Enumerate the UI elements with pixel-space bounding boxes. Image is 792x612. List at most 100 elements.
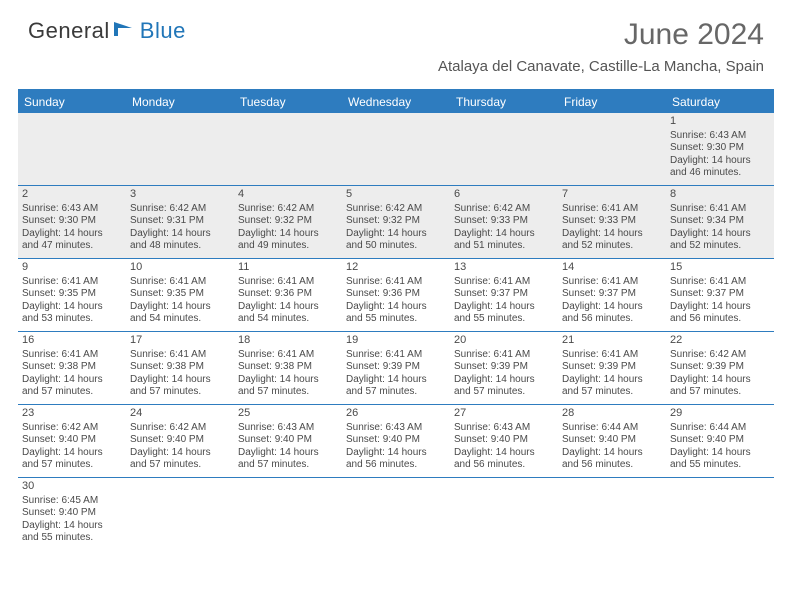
day-number: 23: [22, 407, 122, 421]
day-cell: 23Sunrise: 6:42 AMSunset: 9:40 PMDayligh…: [18, 405, 126, 477]
sunset-text: Sunset: 9:39 PM: [454, 361, 554, 374]
daylight1-text: Daylight: 14 hours: [670, 447, 770, 460]
day-cell: 4Sunrise: 6:42 AMSunset: 9:32 PMDaylight…: [234, 186, 342, 258]
sunrise-text: Sunrise: 6:42 AM: [130, 422, 230, 435]
daylight2-text: and 56 minutes.: [346, 459, 446, 472]
day-cell: 22Sunrise: 6:42 AMSunset: 9:39 PMDayligh…: [666, 332, 774, 404]
empty-cell: [666, 478, 774, 550]
daylight2-text: and 55 minutes.: [346, 313, 446, 326]
sunset-text: Sunset: 9:40 PM: [346, 434, 446, 447]
day-number: 2: [22, 188, 122, 202]
day-cell: 11Sunrise: 6:41 AMSunset: 9:36 PMDayligh…: [234, 259, 342, 331]
daylight2-text: and 55 minutes.: [670, 459, 770, 472]
day-cell: 9Sunrise: 6:41 AMSunset: 9:35 PMDaylight…: [18, 259, 126, 331]
day-number: 18: [238, 334, 338, 348]
day-number: 4: [238, 188, 338, 202]
day-cell: 1Sunrise: 6:43 AMSunset: 9:30 PMDaylight…: [666, 113, 774, 185]
empty-cell: [558, 113, 666, 185]
day-cell: 17Sunrise: 6:41 AMSunset: 9:38 PMDayligh…: [126, 332, 234, 404]
daylight2-text: and 52 minutes.: [562, 240, 662, 253]
month-title: June 2024: [438, 18, 764, 52]
daylight1-text: Daylight: 14 hours: [670, 374, 770, 387]
week-row: 16Sunrise: 6:41 AMSunset: 9:38 PMDayligh…: [18, 332, 774, 405]
day-cell: 19Sunrise: 6:41 AMSunset: 9:39 PMDayligh…: [342, 332, 450, 404]
sunset-text: Sunset: 9:35 PM: [130, 288, 230, 301]
sunset-text: Sunset: 9:32 PM: [346, 215, 446, 228]
day-cell: 27Sunrise: 6:43 AMSunset: 9:40 PMDayligh…: [450, 405, 558, 477]
daylight2-text: and 57 minutes.: [346, 386, 446, 399]
empty-cell: [126, 113, 234, 185]
daylight2-text: and 54 minutes.: [130, 313, 230, 326]
day-cell: 25Sunrise: 6:43 AMSunset: 9:40 PMDayligh…: [234, 405, 342, 477]
daylight1-text: Daylight: 14 hours: [454, 228, 554, 241]
logo-text-general: General: [28, 18, 110, 44]
sunset-text: Sunset: 9:32 PM: [238, 215, 338, 228]
sunrise-text: Sunrise: 6:42 AM: [454, 203, 554, 216]
empty-cell: [342, 113, 450, 185]
day-cell: 6Sunrise: 6:42 AMSunset: 9:33 PMDaylight…: [450, 186, 558, 258]
daylight2-text: and 56 minutes.: [454, 459, 554, 472]
sunrise-text: Sunrise: 6:45 AM: [22, 495, 122, 508]
day-number: 21: [562, 334, 662, 348]
sunset-text: Sunset: 9:40 PM: [238, 434, 338, 447]
day-header: Tuesday: [234, 91, 342, 113]
sunset-text: Sunset: 9:37 PM: [670, 288, 770, 301]
daylight1-text: Daylight: 14 hours: [562, 447, 662, 460]
sunset-text: Sunset: 9:35 PM: [22, 288, 122, 301]
daylight2-text: and 51 minutes.: [454, 240, 554, 253]
daylight1-text: Daylight: 14 hours: [238, 228, 338, 241]
empty-cell: [450, 113, 558, 185]
sunset-text: Sunset: 9:37 PM: [562, 288, 662, 301]
day-cell: 5Sunrise: 6:42 AMSunset: 9:32 PMDaylight…: [342, 186, 450, 258]
daylight2-text: and 52 minutes.: [670, 240, 770, 253]
daylight1-text: Daylight: 14 hours: [454, 374, 554, 387]
daylight1-text: Daylight: 14 hours: [130, 447, 230, 460]
sunrise-text: Sunrise: 6:41 AM: [238, 349, 338, 362]
day-number: 11: [238, 261, 338, 275]
week-row: 2Sunrise: 6:43 AMSunset: 9:30 PMDaylight…: [18, 186, 774, 259]
logo-text-blue: Blue: [140, 18, 186, 44]
day-header: Monday: [126, 91, 234, 113]
sunrise-text: Sunrise: 6:43 AM: [22, 203, 122, 216]
day-number: 6: [454, 188, 554, 202]
daylight2-text: and 49 minutes.: [238, 240, 338, 253]
daylight2-text: and 57 minutes.: [562, 386, 662, 399]
day-header: Sunday: [18, 91, 126, 113]
sunrise-text: Sunrise: 6:41 AM: [346, 276, 446, 289]
sunset-text: Sunset: 9:38 PM: [130, 361, 230, 374]
title-block: June 2024 Atalaya del Canavate, Castille…: [438, 18, 764, 75]
daylight1-text: Daylight: 14 hours: [562, 301, 662, 314]
daylight1-text: Daylight: 14 hours: [238, 447, 338, 460]
daylight2-text: and 47 minutes.: [22, 240, 122, 253]
day-cell: 29Sunrise: 6:44 AMSunset: 9:40 PMDayligh…: [666, 405, 774, 477]
sunset-text: Sunset: 9:40 PM: [562, 434, 662, 447]
sunrise-text: Sunrise: 6:43 AM: [670, 130, 770, 143]
sunset-text: Sunset: 9:36 PM: [238, 288, 338, 301]
sunrise-text: Sunrise: 6:41 AM: [562, 203, 662, 216]
empty-cell: [342, 478, 450, 550]
sunrise-text: Sunrise: 6:41 AM: [670, 276, 770, 289]
week-row: 1Sunrise: 6:43 AMSunset: 9:30 PMDaylight…: [18, 113, 774, 186]
day-header: Friday: [558, 91, 666, 113]
day-number: 13: [454, 261, 554, 275]
sunset-text: Sunset: 9:38 PM: [238, 361, 338, 374]
location-subtitle: Atalaya del Canavate, Castille-La Mancha…: [438, 58, 764, 75]
sunset-text: Sunset: 9:40 PM: [22, 507, 122, 520]
daylight1-text: Daylight: 14 hours: [670, 155, 770, 168]
sunrise-text: Sunrise: 6:43 AM: [454, 422, 554, 435]
daylight1-text: Daylight: 14 hours: [454, 301, 554, 314]
day-number: 25: [238, 407, 338, 421]
sunset-text: Sunset: 9:39 PM: [562, 361, 662, 374]
day-cell: 20Sunrise: 6:41 AMSunset: 9:39 PMDayligh…: [450, 332, 558, 404]
day-number: 14: [562, 261, 662, 275]
daylight2-text: and 48 minutes.: [130, 240, 230, 253]
daylight2-text: and 57 minutes.: [670, 386, 770, 399]
day-cell: 26Sunrise: 6:43 AMSunset: 9:40 PMDayligh…: [342, 405, 450, 477]
day-number: 26: [346, 407, 446, 421]
day-header: Saturday: [666, 91, 774, 113]
sunset-text: Sunset: 9:40 PM: [22, 434, 122, 447]
sunrise-text: Sunrise: 6:41 AM: [562, 276, 662, 289]
day-number: 19: [346, 334, 446, 348]
empty-cell: [558, 478, 666, 550]
sunset-text: Sunset: 9:31 PM: [130, 215, 230, 228]
